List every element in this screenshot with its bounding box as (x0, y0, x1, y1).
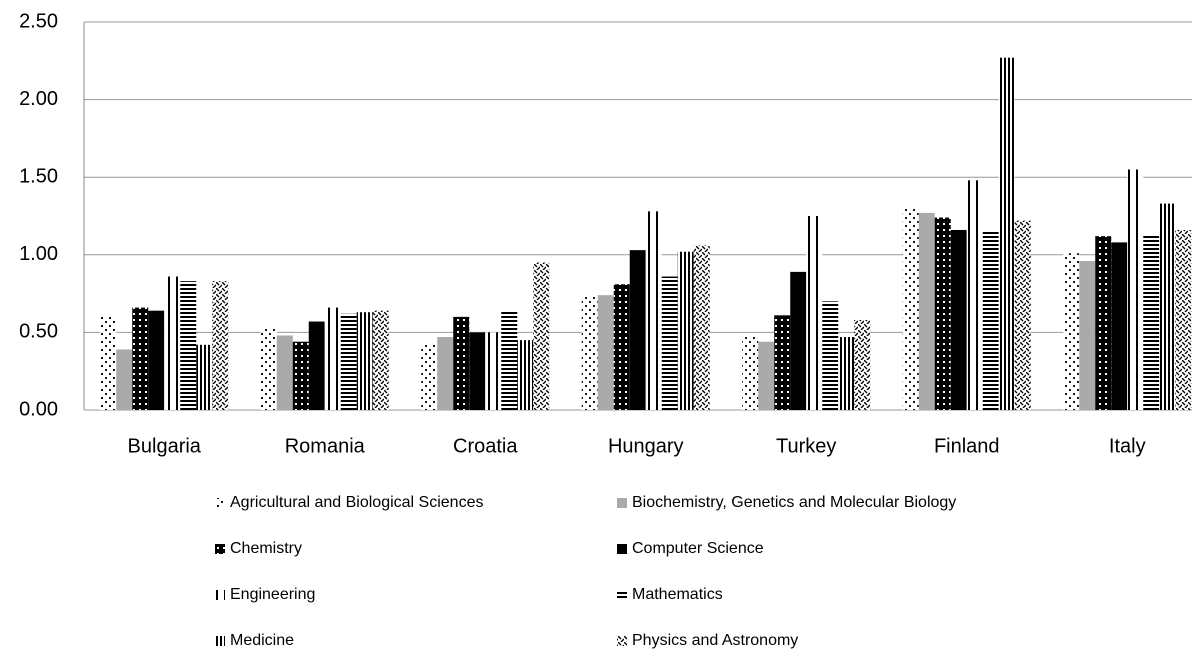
x-tick-label: Finland (934, 435, 1000, 457)
bar (758, 341, 775, 410)
bar (324, 307, 341, 410)
bar (1014, 220, 1031, 410)
y-tick-label: 0.50 (19, 321, 58, 343)
bar (437, 337, 454, 410)
bar (854, 319, 871, 410)
bar (421, 344, 438, 410)
legend-label: Computer Science (632, 540, 764, 557)
bar (453, 316, 470, 410)
y-tick-label: 1.00 (19, 243, 58, 265)
bar (1079, 261, 1096, 410)
bar (645, 211, 662, 410)
bar (372, 310, 389, 410)
bar (485, 332, 502, 410)
bar (838, 337, 855, 410)
bar (533, 262, 550, 410)
legend-swatch (215, 498, 225, 508)
legend-swatch (215, 544, 225, 554)
bar (1175, 229, 1192, 410)
y-tick-label: 1.50 (19, 165, 58, 187)
bar (966, 180, 983, 410)
bar (629, 250, 646, 410)
bar (340, 313, 357, 410)
legend-swatch (215, 590, 225, 600)
bar (918, 212, 935, 410)
legend-label: Chemistry (230, 540, 302, 557)
bar (469, 332, 486, 410)
legend-swatch (617, 498, 627, 508)
bar (1095, 236, 1112, 410)
bar (180, 281, 197, 410)
legend-label: Medicine (230, 632, 294, 649)
bar (693, 245, 710, 410)
bar (164, 276, 181, 410)
bar (742, 335, 759, 410)
legend-swatch (617, 544, 627, 554)
bar (1063, 253, 1080, 410)
legend-label: Engineering (230, 586, 315, 603)
bar (100, 315, 117, 410)
bar (790, 271, 807, 410)
bar (998, 57, 1015, 411)
legend-swatch (617, 636, 627, 646)
bar (806, 216, 823, 410)
bar (196, 344, 213, 410)
bar (822, 301, 839, 410)
y-tick-label: 2.00 (19, 88, 58, 110)
bar (613, 284, 630, 410)
bar (774, 315, 791, 410)
bar (132, 307, 149, 410)
x-tick-label: Turkey (776, 435, 836, 457)
bar (950, 229, 967, 410)
bar (292, 341, 309, 410)
legend-swatch (617, 590, 627, 600)
bar (356, 312, 373, 410)
bar (934, 217, 951, 410)
y-tick-label: 2.50 (19, 10, 58, 32)
bar (1111, 242, 1128, 410)
bar (116, 349, 133, 410)
legend-label: Physics and Astronomy (632, 632, 798, 649)
bar (982, 231, 999, 410)
bar (1127, 169, 1144, 410)
legend-label: Biochemistry, Genetics and Molecular Bio… (632, 494, 956, 511)
bar (902, 208, 919, 410)
bar (677, 251, 694, 410)
bar (1159, 203, 1176, 410)
x-tick-label: Bulgaria (128, 435, 202, 457)
bar (212, 281, 229, 410)
bar (661, 276, 678, 410)
legend-label: Mathematics (632, 586, 723, 603)
bar (1143, 234, 1160, 410)
x-tick-label: Croatia (453, 435, 518, 457)
x-tick-label: Hungary (608, 435, 684, 457)
y-tick-label: 0.00 (19, 398, 58, 420)
bar (260, 327, 277, 410)
legend-swatch (215, 636, 225, 646)
x-tick-label: Italy (1109, 435, 1146, 457)
x-tick-label: Romania (285, 435, 366, 457)
legend-label: Agricultural and Biological Sciences (230, 494, 483, 511)
bar (148, 310, 165, 410)
bar (581, 296, 598, 410)
bar (517, 340, 534, 410)
bar (501, 310, 518, 410)
bar (276, 335, 293, 410)
bar (597, 295, 614, 410)
bar (308, 321, 325, 410)
